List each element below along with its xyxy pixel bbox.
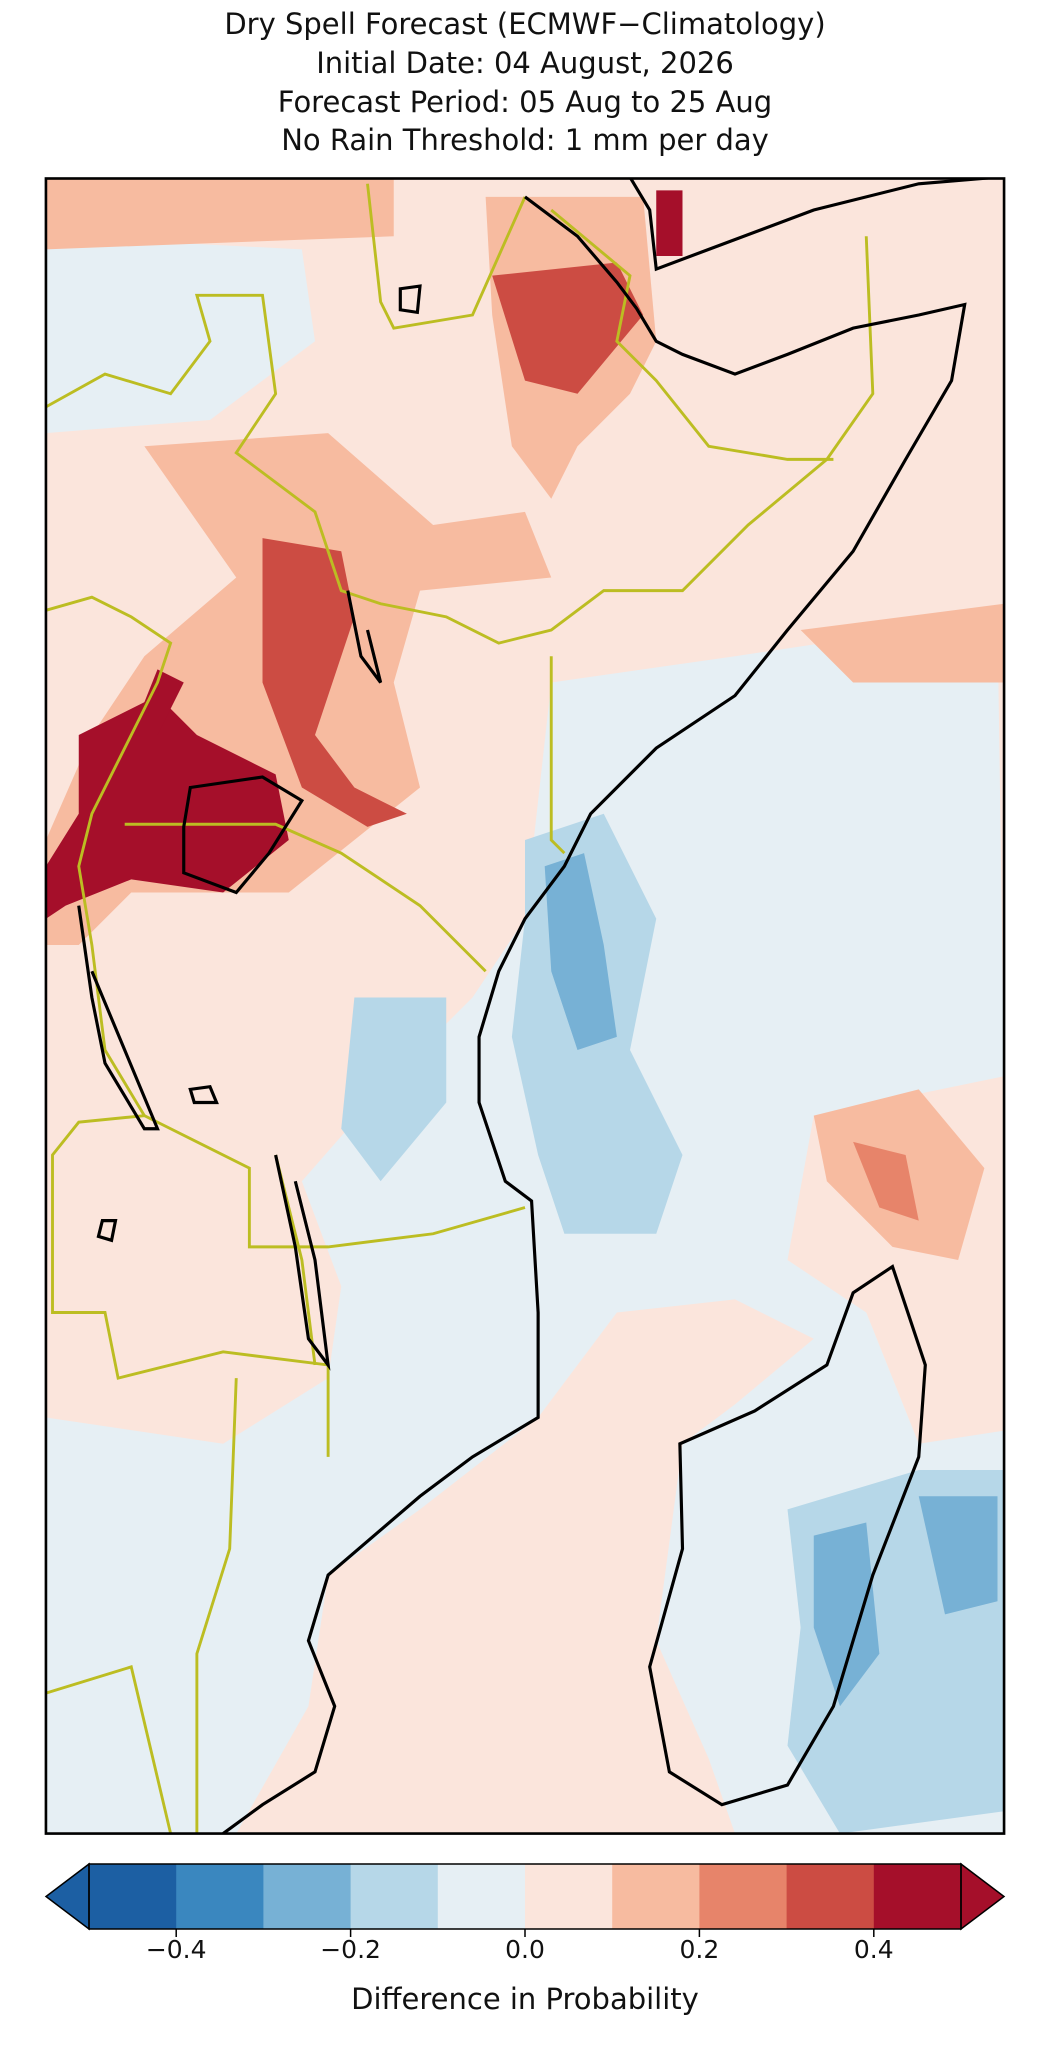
red-area — [800, 603, 1005, 683]
borders — [45, 183, 875, 1834]
border — [124, 822, 487, 973]
coastline — [628, 178, 998, 272]
red-area — [45, 178, 394, 250]
colorbar-bin — [699, 1864, 788, 1929]
lake — [188, 1085, 219, 1105]
title-line: No Rain Threshold: 1 mm per day — [281, 123, 769, 157]
colorbar-extend — [44, 1862, 90, 1931]
pale-blue-area — [45, 236, 315, 434]
colorbar-tick-label: 0.4 — [854, 1935, 894, 1964]
colorbar-tick-label: 0.2 — [680, 1935, 720, 1964]
colorbar-tick-label: −0.4 — [146, 1935, 207, 1964]
colorbar-bin — [350, 1864, 439, 1929]
colorbar-label: Difference in Probability — [351, 1982, 699, 2016]
lake — [182, 775, 305, 895]
map-frame — [44, 177, 1006, 1835]
colorbar-bin — [437, 1864, 526, 1929]
lake — [398, 284, 422, 315]
border — [45, 1665, 173, 1834]
colorbar-bin — [873, 1864, 962, 1929]
title-line: Initial Date: 04 August, 2026 — [316, 46, 734, 80]
border — [550, 208, 834, 461]
pale-blue-area — [45, 616, 1005, 1834]
lake — [77, 905, 160, 1131]
red-area — [492, 262, 644, 394]
red-area — [853, 1141, 919, 1221]
red-area — [656, 190, 683, 256]
border — [549, 656, 566, 855]
blue-area — [813, 1522, 880, 1707]
red-area — [262, 538, 407, 827]
map-field — [45, 178, 1005, 1834]
border — [45, 595, 330, 1457]
colorbar-bin — [176, 1864, 264, 1929]
coastline — [222, 195, 967, 1834]
colorbar-tick-label: −0.2 — [320, 1935, 381, 1964]
blue-area — [341, 997, 447, 1182]
lake — [96, 1219, 118, 1243]
colorbar-bin — [525, 1864, 613, 1929]
coastlines — [77, 178, 998, 1834]
border — [143, 1114, 526, 1249]
colorbar-bin — [612, 1864, 700, 1929]
title-line: Dry Spell Forecast (ECMWF−Climatology) — [224, 7, 825, 41]
colorbar-extend — [960, 1862, 1006, 1931]
colorbar-bin — [89, 1864, 177, 1929]
red-area — [45, 695, 289, 919]
map — [44, 177, 1006, 1835]
title-line: Forecast Period: 05 Aug to 25 Aug — [278, 85, 772, 119]
colorbar-tick-label: 0.0 — [505, 1935, 545, 1964]
border — [195, 1378, 238, 1834]
red-area — [131, 669, 184, 735]
lake — [346, 590, 383, 684]
border — [45, 236, 875, 645]
colorbar-bin — [786, 1864, 875, 1929]
border — [366, 183, 527, 330]
blue-area — [918, 1496, 998, 1615]
lake — [274, 1154, 331, 1371]
colorbar-bin — [263, 1864, 352, 1929]
blue-area — [544, 853, 617, 1050]
coastline — [648, 1264, 927, 1807]
